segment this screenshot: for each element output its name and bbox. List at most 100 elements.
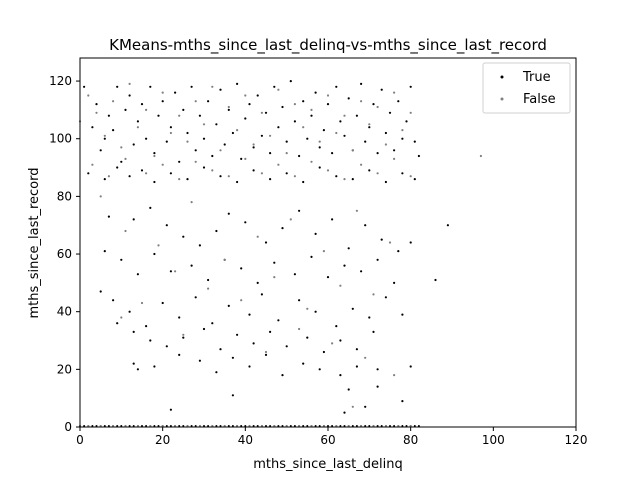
point-false <box>124 157 127 160</box>
point-false <box>293 175 296 178</box>
point-true <box>132 143 135 146</box>
point-true <box>165 224 168 227</box>
point-true <box>231 394 234 397</box>
point-true <box>364 405 367 408</box>
x-tick-label: 0 <box>76 433 84 447</box>
x-axis-label: mths_since_last_delinq <box>253 457 402 472</box>
point-false <box>388 241 392 244</box>
point-true <box>326 276 330 279</box>
point-true <box>165 345 168 348</box>
point-true <box>260 134 263 137</box>
point-false <box>343 178 346 181</box>
point-false <box>244 94 247 97</box>
point-false <box>103 134 106 137</box>
legend-label-true: True <box>522 70 551 85</box>
point-true <box>248 365 251 368</box>
point-true <box>244 221 247 224</box>
point-true <box>140 103 144 106</box>
point-false <box>335 131 338 135</box>
legend: True False <box>482 62 571 114</box>
y-axis-label: mths_since_last_record <box>27 167 42 318</box>
point-false <box>298 327 301 331</box>
point-true <box>240 157 243 160</box>
point-true <box>145 325 148 328</box>
point-true <box>207 278 210 282</box>
point-true <box>145 137 148 140</box>
chart-title: KMeans-mths_since_last_delinq-vs-mths_si… <box>109 36 547 55</box>
point-true <box>393 149 396 152</box>
point-false <box>326 94 330 97</box>
point-true <box>409 365 412 368</box>
point-true <box>285 345 288 348</box>
point-true <box>128 310 131 313</box>
point-false <box>112 100 115 103</box>
point-true <box>107 114 110 117</box>
point-true <box>87 172 90 175</box>
point-true <box>376 368 379 371</box>
point-true <box>446 224 449 227</box>
point-true <box>169 270 172 273</box>
point-true <box>207 100 210 103</box>
point-true <box>335 85 338 88</box>
point-true <box>153 180 156 184</box>
point-true <box>393 281 396 284</box>
point-true <box>136 120 139 123</box>
point-false <box>269 134 272 137</box>
point-true <box>401 313 404 316</box>
point-false <box>393 374 396 377</box>
point-false <box>190 201 193 204</box>
point-true <box>302 362 305 365</box>
point-true <box>364 140 367 143</box>
point-false <box>360 100 363 103</box>
point-true <box>178 160 181 163</box>
point-false <box>401 129 404 132</box>
y-tick-label: 20 <box>57 362 72 376</box>
point-true <box>153 252 156 256</box>
point-true <box>202 137 206 140</box>
point-true <box>256 94 259 97</box>
point-true <box>269 178 272 181</box>
point-true <box>397 100 400 103</box>
point-false <box>227 105 230 109</box>
point-false <box>136 126 139 129</box>
legend-marker-true <box>500 75 504 79</box>
point-false <box>128 82 131 85</box>
point-true <box>269 330 272 333</box>
point-false <box>310 108 313 111</box>
point-true <box>211 322 214 325</box>
point-false <box>277 163 280 166</box>
point-false <box>161 163 164 166</box>
point-false <box>409 175 412 178</box>
point-true <box>140 169 144 172</box>
point-true <box>314 232 317 235</box>
point-true <box>112 129 115 132</box>
point-false <box>293 103 296 106</box>
point-true <box>331 152 334 155</box>
point-true <box>331 218 334 221</box>
point-true <box>165 140 168 143</box>
point-true <box>182 108 185 111</box>
point-false <box>145 172 148 175</box>
point-false <box>256 235 259 238</box>
point-false <box>145 108 148 111</box>
point-false <box>306 307 309 310</box>
point-false <box>219 149 222 152</box>
x-axis-ticks: 0 20 40 60 80 100 120 <box>76 427 587 447</box>
point-true <box>388 111 392 114</box>
point-true <box>318 146 321 149</box>
point-true <box>95 103 98 106</box>
point-false <box>372 293 375 296</box>
point-false <box>240 299 243 302</box>
y-tick-label: 0 <box>64 420 72 434</box>
point-true <box>252 342 255 345</box>
point-true <box>132 218 135 221</box>
point-false <box>153 154 156 158</box>
point-true <box>269 152 272 155</box>
point-false <box>87 94 90 97</box>
point-true <box>298 299 301 302</box>
point-true <box>128 175 131 178</box>
point-true <box>153 152 156 155</box>
point-true <box>401 172 404 175</box>
point-true <box>376 385 379 388</box>
